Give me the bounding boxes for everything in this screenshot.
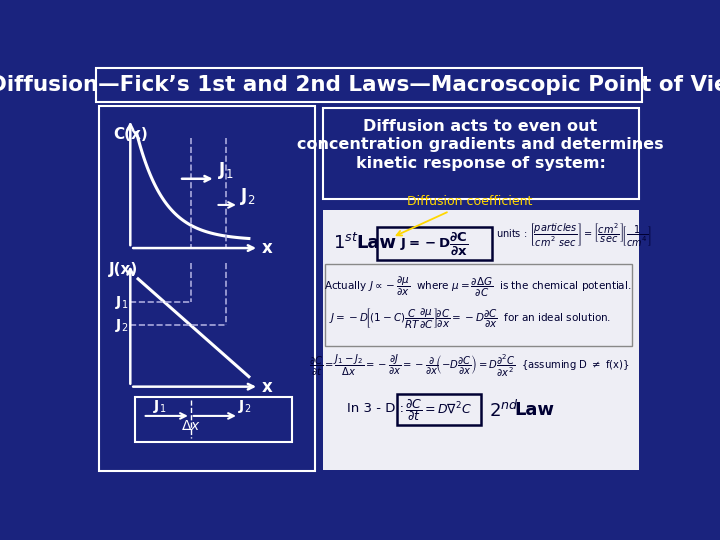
Text: concentration gradients and determines: concentration gradients and determines: [297, 137, 664, 152]
Text: $\mathbf{J = -D\dfrac{\partial C}{\partial x}}$: $\mathbf{J = -D\dfrac{\partial C}{\parti…: [400, 230, 468, 256]
Text: units : $\left[\dfrac{particles}{cm^2\ sec}\right] = \left[\dfrac{cm^2}{sec}\rig: units : $\left[\dfrac{particles}{cm^2\ s…: [496, 222, 652, 249]
Text: x: x: [262, 377, 273, 396]
Text: $2^{nd}$: $2^{nd}$: [489, 399, 519, 420]
Text: C(x): C(x): [113, 127, 148, 141]
FancyBboxPatch shape: [99, 106, 315, 471]
FancyBboxPatch shape: [325, 264, 631, 346]
Text: J$_1$: J$_1$: [114, 294, 128, 311]
Text: Diffusion—Fick’s 1st and 2nd Laws—Macroscopic Point of View: Diffusion—Fick’s 1st and 2nd Laws—Macros…: [0, 75, 720, 95]
Text: J$_2$: J$_2$: [240, 186, 256, 207]
FancyBboxPatch shape: [96, 68, 642, 102]
Text: $1^{st}$: $1^{st}$: [333, 233, 359, 253]
Text: J$_1$: J$_1$: [153, 398, 166, 415]
Text: J$_2$: J$_2$: [238, 398, 252, 415]
Text: $\Delta x$: $\Delta x$: [181, 419, 201, 433]
Text: In 3 - D :: In 3 - D :: [347, 402, 405, 415]
FancyBboxPatch shape: [323, 108, 639, 199]
Text: Actually $J \propto -\dfrac{\partial\mu}{\partial x}$  where $\mu = \dfrac{\part: Actually $J \propto -\dfrac{\partial\mu}…: [324, 274, 631, 299]
Text: kinetic response of system:: kinetic response of system:: [356, 156, 606, 171]
Text: Diffusion coefficient: Diffusion coefficient: [397, 195, 532, 235]
FancyBboxPatch shape: [377, 226, 492, 260]
Text: Diffusion acts to even out: Diffusion acts to even out: [364, 119, 598, 134]
Text: J$_1$: J$_1$: [218, 160, 233, 181]
FancyBboxPatch shape: [135, 397, 292, 442]
Text: Law: Law: [356, 234, 397, 252]
Text: x: x: [262, 239, 273, 257]
Text: J(x): J(x): [109, 262, 139, 277]
Text: $J = -D\!\left[(1-C)\dfrac{C}{RT}\dfrac{\partial\mu}{\partial C}\right]\!\dfrac{: $J = -D\!\left[(1-C)\dfrac{C}{RT}\dfrac{…: [328, 307, 611, 331]
FancyBboxPatch shape: [397, 394, 482, 425]
Text: $\dfrac{\partial C}{\partial t} = \dfrac{J_1 - J_2}{\Delta x} = -\dfrac{\partial: $\dfrac{\partial C}{\partial t} = \dfrac…: [310, 352, 630, 379]
Text: $\dfrac{\partial C}{\partial t} = D\nabla^2 C$: $\dfrac{\partial C}{\partial t} = D\nabl…: [405, 397, 472, 423]
Text: Law: Law: [514, 401, 554, 418]
Text: J$_2$: J$_2$: [114, 317, 128, 334]
FancyBboxPatch shape: [323, 210, 639, 470]
